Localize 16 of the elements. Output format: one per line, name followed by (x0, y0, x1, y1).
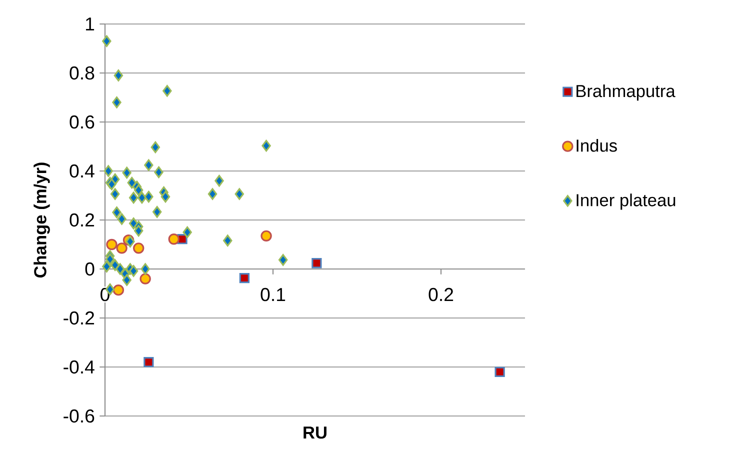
x-tick-label: 0.1 (260, 288, 286, 302)
y-tick-label: -0.6 (64, 409, 94, 423)
y-tick-label: 0 (85, 262, 94, 276)
legend-label: Inner plateau (576, 194, 676, 210)
y-tick-label: 0.8 (70, 66, 94, 80)
y-tick-label: 0.4 (70, 164, 94, 178)
y-tick-label: -0.4 (64, 360, 94, 374)
legend-label: Brahmaputra (576, 84, 676, 101)
y-tick-label: -0.2 (64, 311, 94, 325)
x-axis-title: RU (304, 426, 326, 439)
legend-label: Indus (576, 139, 617, 152)
x-tick-label: 0.2 (428, 288, 454, 302)
y-tick-label: 0.2 (70, 213, 94, 227)
y-tick-label: 1 (86, 18, 94, 30)
y-axis-title: Change (m/yr) (34, 162, 50, 278)
y-tick-label: 0.6 (70, 115, 94, 129)
